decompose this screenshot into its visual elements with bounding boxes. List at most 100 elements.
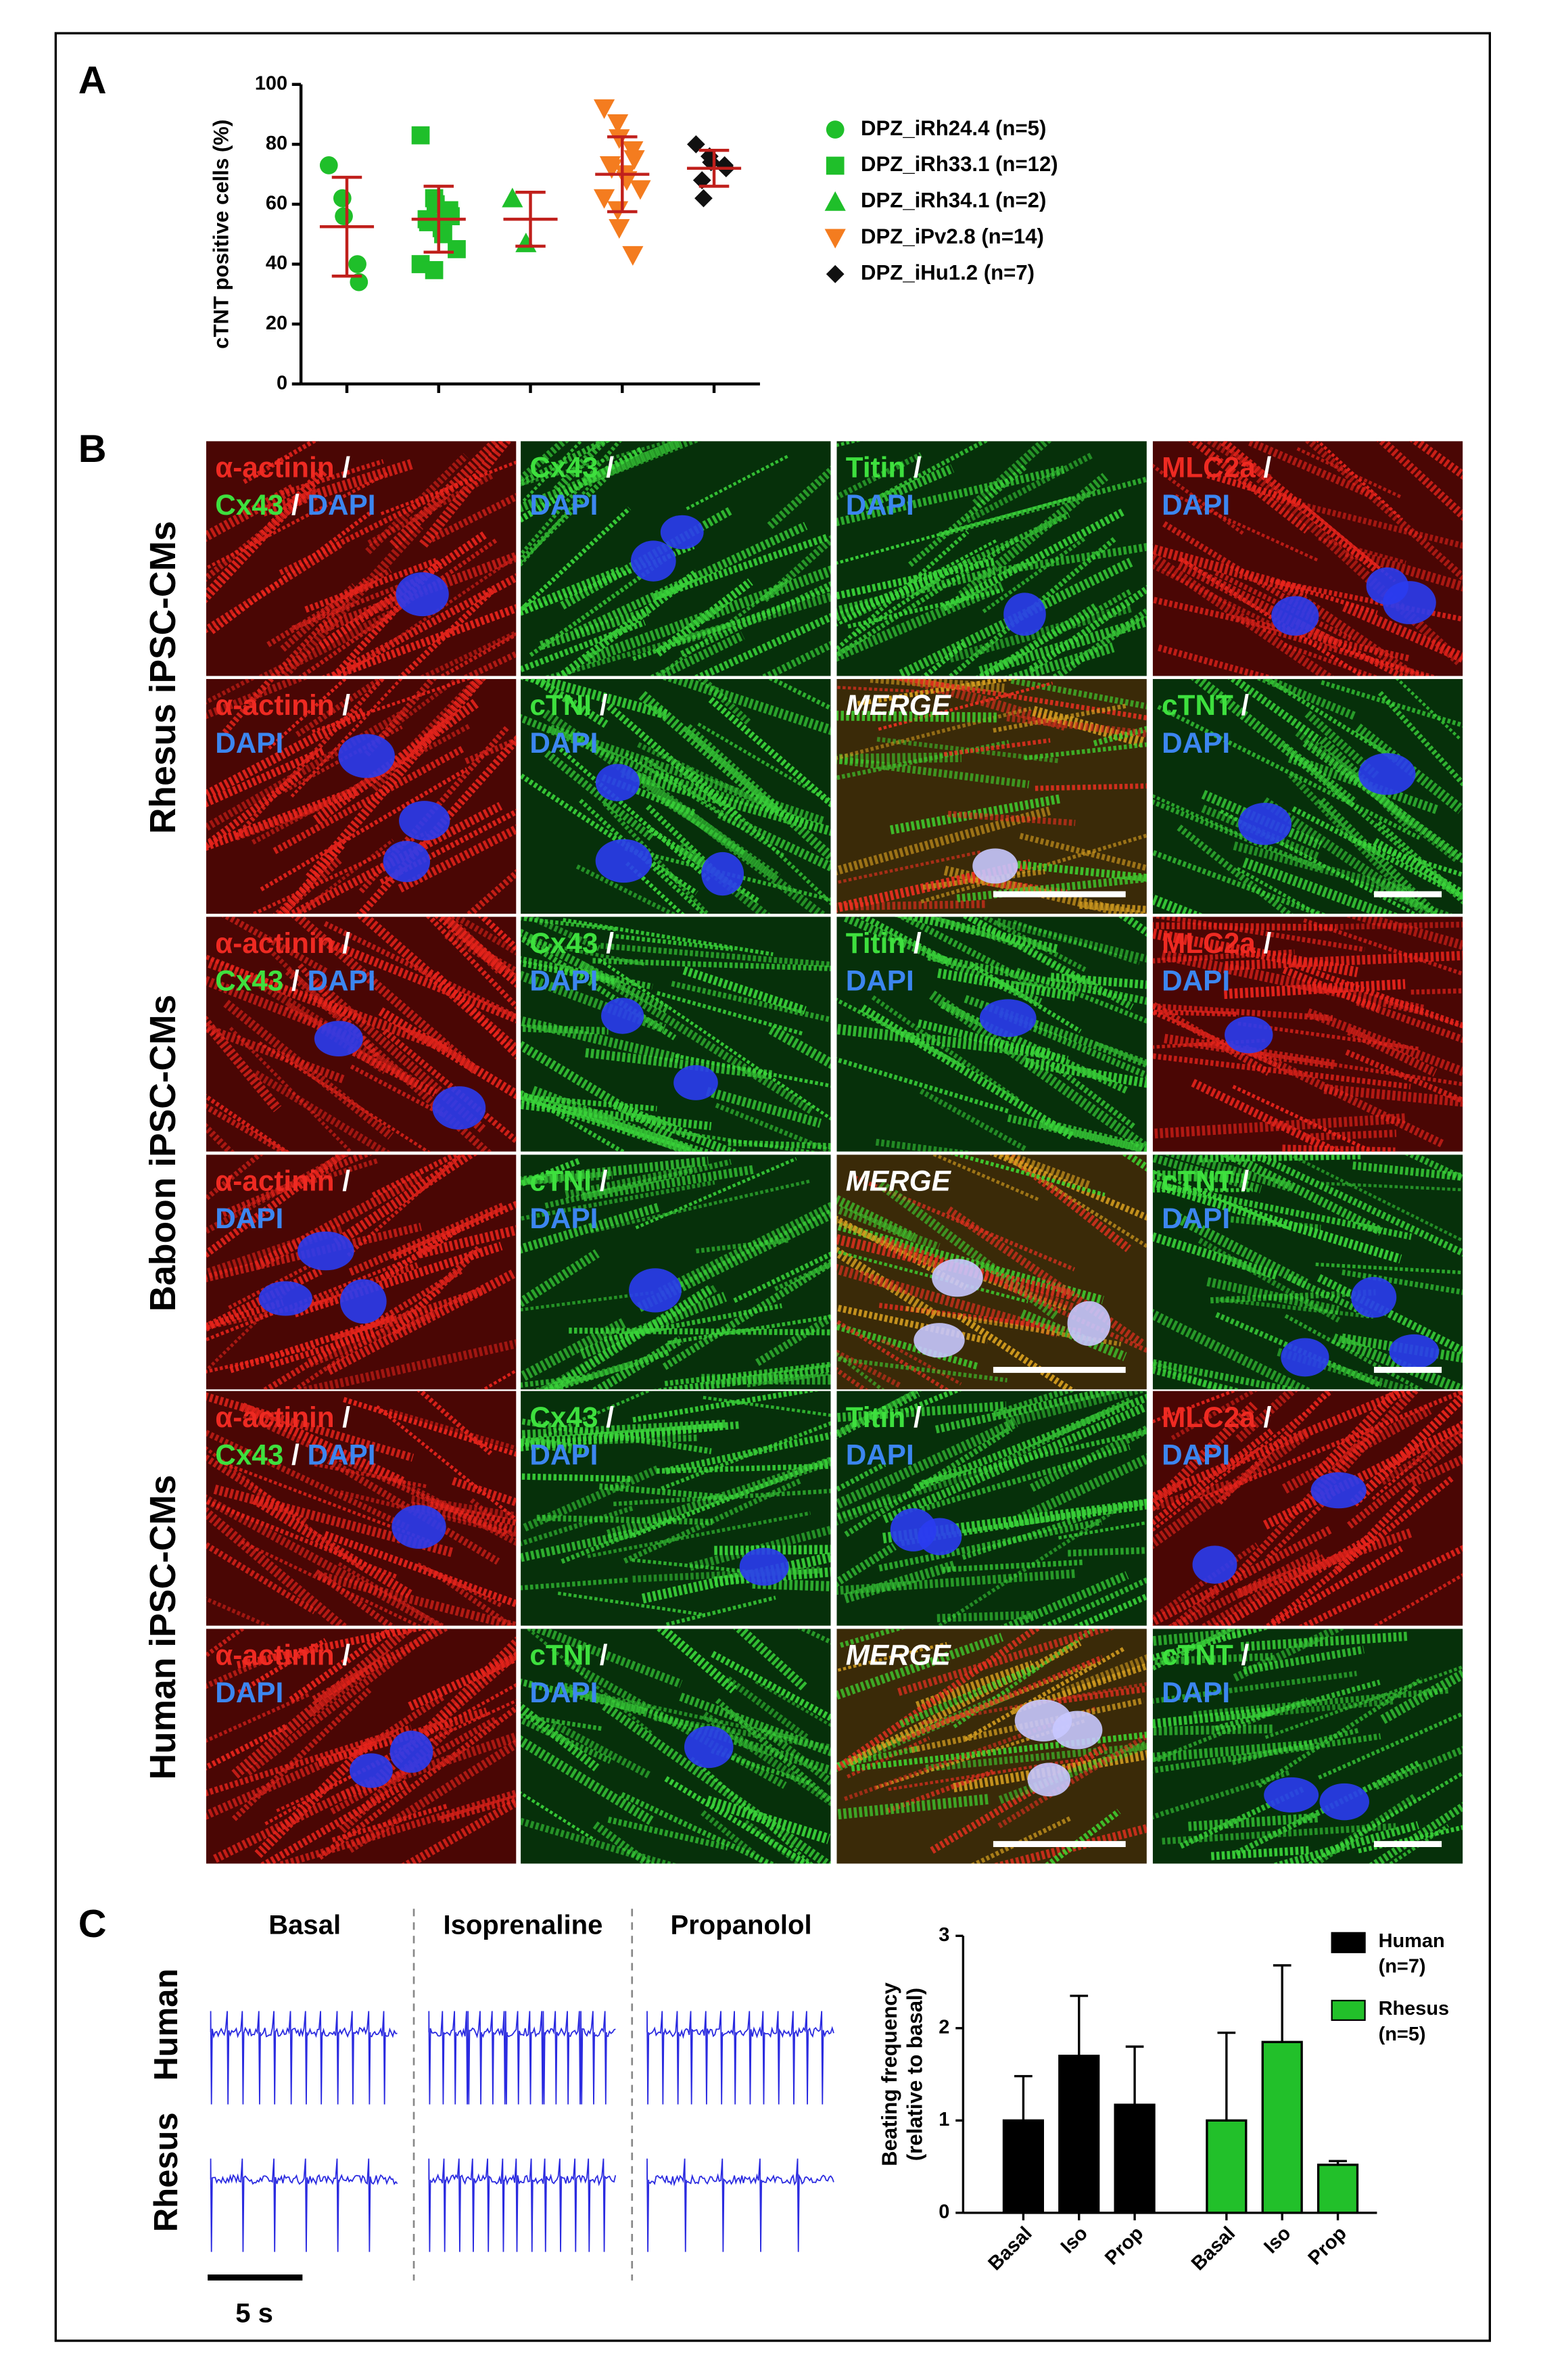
- fiber: [291, 916, 480, 1075]
- nucleus: [1225, 1016, 1273, 1054]
- fiber: [1152, 1009, 1239, 1017]
- bar: [1114, 2103, 1156, 2214]
- fiber: [878, 681, 1053, 731]
- fiber: [254, 1737, 375, 1859]
- fiber: [231, 1629, 416, 1779]
- legend-swatch: [1331, 1932, 1366, 1953]
- fiber: [295, 678, 386, 737]
- fiber: [235, 800, 329, 841]
- nucleus: [673, 1065, 718, 1100]
- fiber: [1350, 1391, 1463, 1507]
- fiber: [836, 1367, 869, 1390]
- fiber: [623, 1478, 802, 1564]
- stain-label: DAPI: [215, 1677, 283, 1708]
- stain-label-part: DAPI: [846, 1439, 914, 1471]
- fiber: [206, 1123, 235, 1152]
- nucleus: [1310, 1472, 1367, 1509]
- fiber: [711, 1650, 831, 1722]
- fiber: [557, 1591, 706, 1617]
- fiber: [671, 981, 831, 1023]
- fiber: [206, 1154, 264, 1203]
- fiber: [1232, 1085, 1377, 1152]
- y-tick-label: 1: [939, 2109, 949, 2130]
- data-point: [609, 129, 630, 149]
- fiber: [1315, 1262, 1463, 1275]
- stain-label: MLC2a /: [1162, 1401, 1271, 1433]
- fiber: [1331, 1333, 1463, 1390]
- fiber: [419, 441, 512, 548]
- fiber: [1096, 1042, 1147, 1066]
- fiber: [843, 1560, 957, 1604]
- stain-label-part: MERGE: [846, 1165, 952, 1197]
- fiber: [1024, 742, 1147, 761]
- fiber: [1313, 1391, 1420, 1500]
- fiber: [1225, 950, 1463, 971]
- fiber: [932, 1154, 1040, 1202]
- row-group-label: Rhesus iPSC-CMs: [143, 521, 183, 834]
- fiber: [521, 1702, 600, 1772]
- legend-label: DPZ_iPv2.8 (n=14): [861, 225, 1044, 248]
- stain-label: Cx43 / DAPI: [215, 965, 375, 997]
- fiber: [206, 1023, 345, 1083]
- stain-label-part: MLC2a: [1162, 452, 1256, 484]
- fiber: [943, 738, 1051, 757]
- legend-swatch: [1331, 1999, 1366, 2022]
- fiber: [521, 1713, 602, 1731]
- fiber: [1305, 1129, 1397, 1141]
- fiber: [206, 1750, 346, 1820]
- row-group-label: Baboon iPSC-CMs: [143, 995, 183, 1312]
- fiber: [1295, 618, 1408, 676]
- fiber: [975, 588, 1133, 676]
- fiber: [1334, 1484, 1421, 1573]
- nucleus: [629, 1268, 682, 1313]
- stain-label: α-actinin /: [215, 927, 350, 959]
- fiber: [237, 1638, 327, 1695]
- fiber: [1291, 806, 1463, 900]
- stain-label-part: Cx43: [529, 1401, 598, 1433]
- fiber: [919, 1088, 1028, 1152]
- fiber: [1235, 1391, 1298, 1443]
- fiber: [521, 1678, 646, 1714]
- stain-label: DAPI: [846, 965, 914, 997]
- fiber: [921, 1682, 1147, 1725]
- nucleus: [389, 1730, 433, 1773]
- fiber: [579, 961, 815, 1115]
- data-point: [411, 126, 430, 145]
- fiber: [314, 1462, 428, 1489]
- fiber: [675, 592, 831, 647]
- fiber: [667, 1315, 831, 1345]
- fiber: [929, 990, 1147, 1152]
- stain-label-part: DAPI: [1162, 727, 1230, 759]
- fiber: [1152, 1652, 1273, 1665]
- stain-label: cTNT /: [1162, 1165, 1249, 1197]
- fiber: [1227, 678, 1322, 744]
- y-tick-label: 80: [266, 133, 287, 154]
- fiber: [521, 441, 683, 513]
- micrograph: [1152, 1629, 1463, 1864]
- fiber: [655, 576, 792, 676]
- fiber: [245, 1629, 442, 1776]
- legend-label: DPZ_iRh24.4 (n=5): [861, 116, 1046, 140]
- fiber: [1212, 1533, 1376, 1626]
- nucleus: [1238, 802, 1292, 845]
- fiber: [1242, 857, 1399, 914]
- bar: [1206, 2119, 1248, 2214]
- fiber: [310, 1262, 419, 1306]
- fiber: [860, 1004, 1075, 1140]
- stain-label-part: /: [905, 452, 922, 484]
- fiber: [521, 714, 682, 787]
- fiber: [958, 473, 1109, 599]
- legend-marker: [824, 191, 846, 211]
- fiber: [1198, 1238, 1341, 1323]
- fiber: [312, 1629, 451, 1704]
- fiber: [1003, 1453, 1147, 1531]
- micrograph: [521, 1154, 831, 1390]
- fiber: [521, 1505, 635, 1547]
- fiber: [392, 1475, 517, 1546]
- stain-label-part: /: [335, 689, 351, 721]
- stain-label-part: Titin: [846, 452, 905, 484]
- fiber: [206, 1725, 412, 1797]
- stain-label-part: /: [1233, 1639, 1250, 1671]
- fiber: [598, 958, 831, 1121]
- stain-label-part: Cx43: [529, 927, 598, 959]
